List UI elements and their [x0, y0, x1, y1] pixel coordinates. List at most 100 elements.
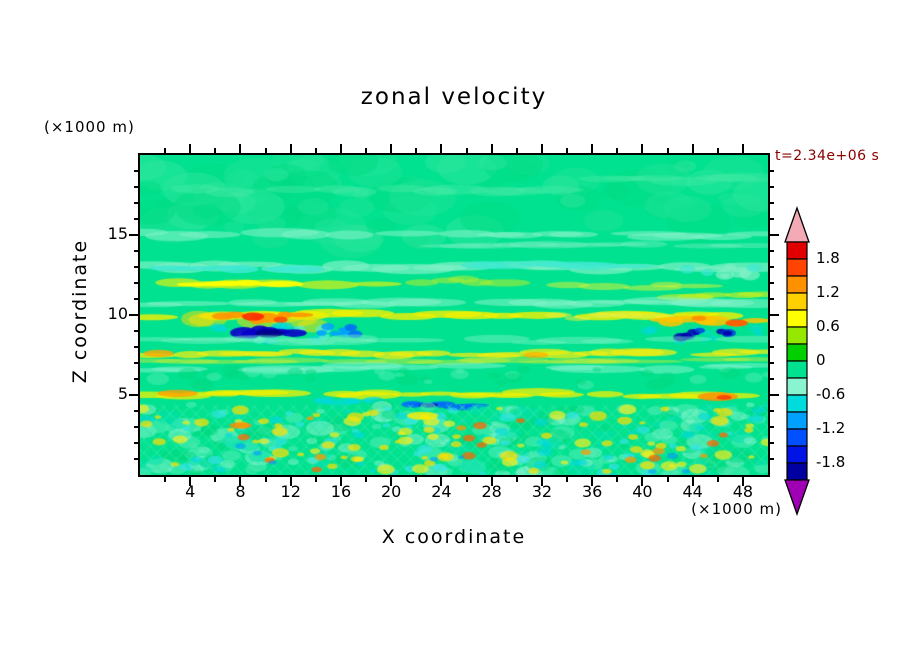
tick-mark — [591, 477, 594, 486]
tick-mark — [134, 426, 138, 428]
tick-mark — [134, 218, 138, 220]
tick-mark — [440, 144, 443, 153]
tick-mark — [770, 378, 774, 380]
tick-mark — [134, 266, 138, 268]
colorbar-segment — [786, 445, 808, 464]
tick-mark — [365, 477, 368, 482]
tick-mark — [339, 144, 342, 153]
colorbar-segment — [786, 411, 808, 430]
tick-mark — [770, 410, 774, 412]
colorbar-arrow-bottom — [784, 479, 810, 516]
colorbar-segment — [786, 275, 808, 294]
tick-mark — [134, 250, 138, 252]
tick-mark — [770, 282, 774, 284]
tick-mark — [134, 362, 138, 364]
tick-mark — [390, 144, 393, 153]
tick-mark — [770, 346, 774, 348]
x-tick-label: 4 — [185, 482, 196, 501]
tick-mark — [289, 144, 292, 153]
colorbar-segment — [786, 309, 808, 328]
tick-mark — [164, 477, 167, 482]
tick-mark — [239, 144, 242, 153]
tick-mark — [716, 477, 719, 482]
colorbar — [784, 206, 810, 516]
tick-mark — [770, 442, 774, 444]
colorbar-segment — [786, 343, 808, 362]
x-tick-label: 16 — [330, 482, 352, 501]
plot-area — [129, 144, 779, 486]
colorbar-segment — [786, 462, 808, 481]
tick-mark — [390, 477, 393, 486]
colorbar-segment — [786, 428, 808, 447]
plot-title: zonal velocity — [360, 84, 548, 110]
x-tick-label: 32 — [531, 482, 553, 501]
tick-mark — [134, 202, 138, 204]
tick-mark — [770, 234, 779, 236]
tick-mark — [770, 426, 774, 428]
tick-mark — [515, 148, 518, 153]
tick-mark — [770, 202, 774, 204]
tick-mark — [540, 144, 543, 153]
tick-mark — [134, 378, 138, 380]
tick-mark — [666, 148, 669, 153]
x-tick-label: 12 — [280, 482, 301, 501]
x-tick-label: 28 — [481, 482, 502, 501]
colorbar-tick-label: -0.6 — [816, 385, 846, 403]
x-tick-label: 20 — [381, 482, 402, 501]
tick-mark — [129, 314, 138, 316]
x-tick-label: 24 — [431, 482, 452, 501]
tick-mark — [741, 144, 744, 153]
tick-mark — [691, 477, 694, 486]
tick-mark — [134, 346, 138, 348]
tick-mark — [214, 148, 217, 153]
tick-mark — [490, 144, 493, 153]
tick-mark — [214, 477, 217, 482]
colorbar-tick-label: 1.8 — [816, 249, 840, 267]
tick-mark — [490, 477, 493, 486]
tick-mark — [129, 394, 138, 396]
x-tick-label: 8 — [235, 482, 246, 501]
colorbar-segment — [786, 241, 808, 260]
tick-mark — [134, 410, 138, 412]
tick-mark — [134, 282, 138, 284]
y-tick-label: 5 — [117, 384, 128, 403]
x-tick-label: 36 — [581, 482, 603, 501]
tick-mark — [770, 314, 779, 316]
colorbar-tick-label: -1.8 — [816, 453, 846, 471]
tick-mark — [770, 458, 774, 460]
tick-mark — [314, 477, 317, 482]
tick-mark — [134, 298, 138, 300]
tick-mark — [691, 144, 694, 153]
y-tick-label: 15 — [107, 224, 128, 243]
tick-mark — [134, 442, 138, 444]
colorbar-segment — [786, 360, 808, 379]
colorbar-tick-label: -1.2 — [816, 419, 846, 437]
tick-mark — [465, 477, 468, 482]
tick-mark — [770, 330, 774, 332]
tick-mark — [134, 186, 138, 188]
tick-mark — [641, 144, 644, 153]
tick-mark — [741, 477, 744, 486]
tick-mark — [616, 477, 619, 482]
tick-mark — [289, 477, 292, 486]
tick-mark — [566, 477, 569, 482]
tick-mark — [134, 458, 138, 460]
colorbar-segment — [786, 394, 808, 413]
tick-mark — [239, 477, 242, 486]
colorbar-tick-label: 1.2 — [816, 283, 840, 301]
x-axis-label: X coordinate — [381, 526, 527, 548]
time-label: t=2.34e+06 s — [775, 148, 880, 164]
tick-mark — [415, 148, 418, 153]
tick-mark — [134, 170, 138, 172]
colorbar-tick-label: 0.6 — [816, 317, 840, 335]
x-axis-unit-label: (×1000 m) — [691, 500, 782, 518]
colorbar-arrow-top — [784, 206, 810, 243]
tick-mark — [566, 148, 569, 153]
colorbar-segment — [786, 326, 808, 345]
tick-mark — [339, 477, 342, 486]
tick-mark — [264, 148, 267, 153]
tick-mark — [189, 144, 192, 153]
tick-mark — [616, 148, 619, 153]
tick-mark — [770, 218, 774, 220]
tick-mark — [770, 186, 774, 188]
